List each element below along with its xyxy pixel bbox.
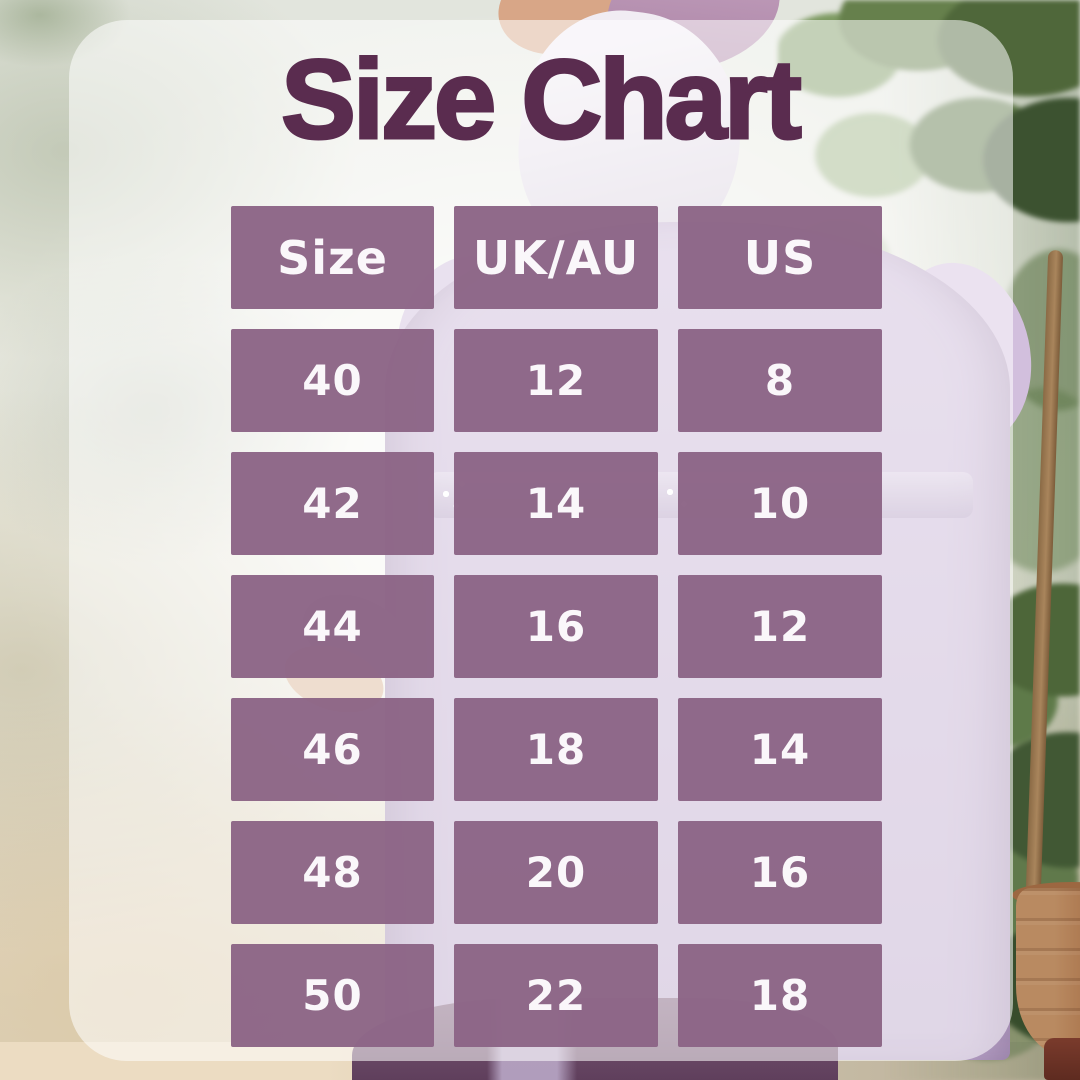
table-cell: 18 [678,944,882,1047]
table-cell: 14 [678,698,882,801]
table-cell: 12 [678,575,882,678]
terracotta-pot [1016,888,1080,1056]
table-cell: 48 [231,821,434,924]
table-cell: 50 [231,944,434,1047]
column-header-us: US [678,206,882,309]
table-cell: 44 [231,575,434,678]
table-cell: 46 [231,698,434,801]
table-cell: 16 [454,575,658,678]
table-cell: 14 [454,452,658,555]
table-cell: 8 [678,329,882,432]
table-cell: 16 [678,821,882,924]
column-header-uk-au: UK/AU [454,206,658,309]
table-cell: 18 [454,698,658,801]
table-cell: 20 [454,821,658,924]
table-cell: 22 [454,944,658,1047]
table-cell: 40 [231,329,434,432]
size-table: Size UK/AU US 40 12 8 42 14 10 44 16 12 … [231,206,882,1047]
table-cell: 42 [231,452,434,555]
column-header-size: Size [231,206,434,309]
table-cell: 12 [454,329,658,432]
table-cell: 10 [678,452,882,555]
page-title: Size Chart [280,36,804,162]
small-pot [1044,1038,1080,1080]
